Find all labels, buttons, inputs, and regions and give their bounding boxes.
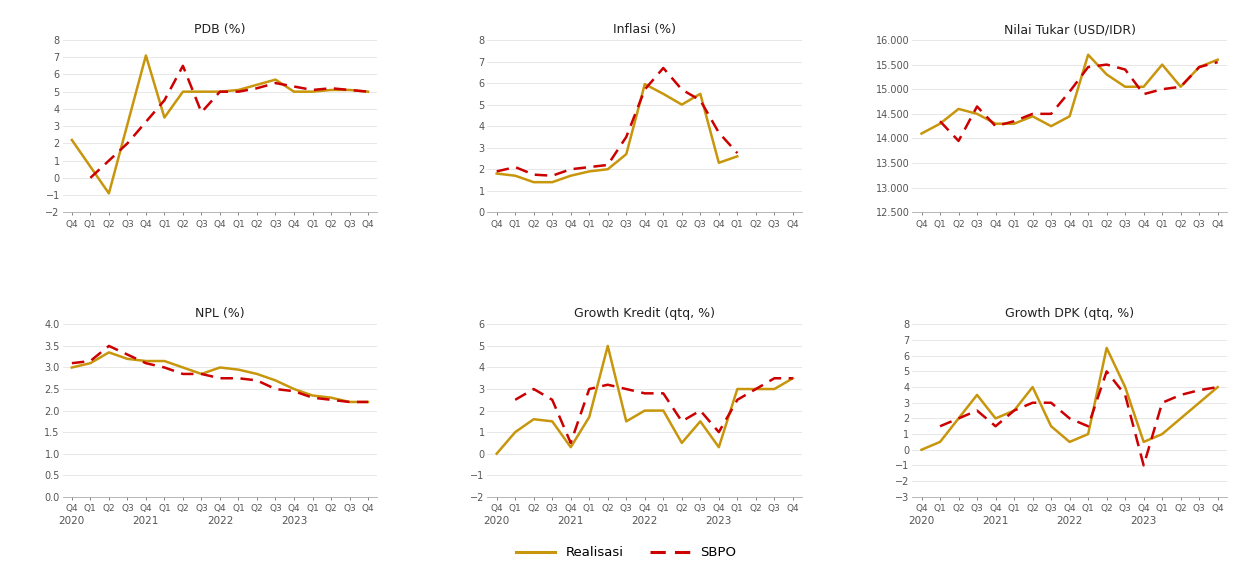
Title: Growth DPK (qtq, %): Growth DPK (qtq, %) (1005, 307, 1134, 320)
Title: PDB (%): PDB (%) (194, 23, 245, 36)
Title: Inflasi (%): Inflasi (%) (613, 23, 676, 36)
Title: NPL (%): NPL (%) (195, 307, 244, 320)
Legend: Realisasi, SBPO: Realisasi, SBPO (511, 541, 741, 564)
Title: Nilai Tukar (USD/IDR): Nilai Tukar (USD/IDR) (1004, 23, 1136, 36)
Title: Growth Kredit (qtq, %): Growth Kredit (qtq, %) (575, 307, 715, 320)
